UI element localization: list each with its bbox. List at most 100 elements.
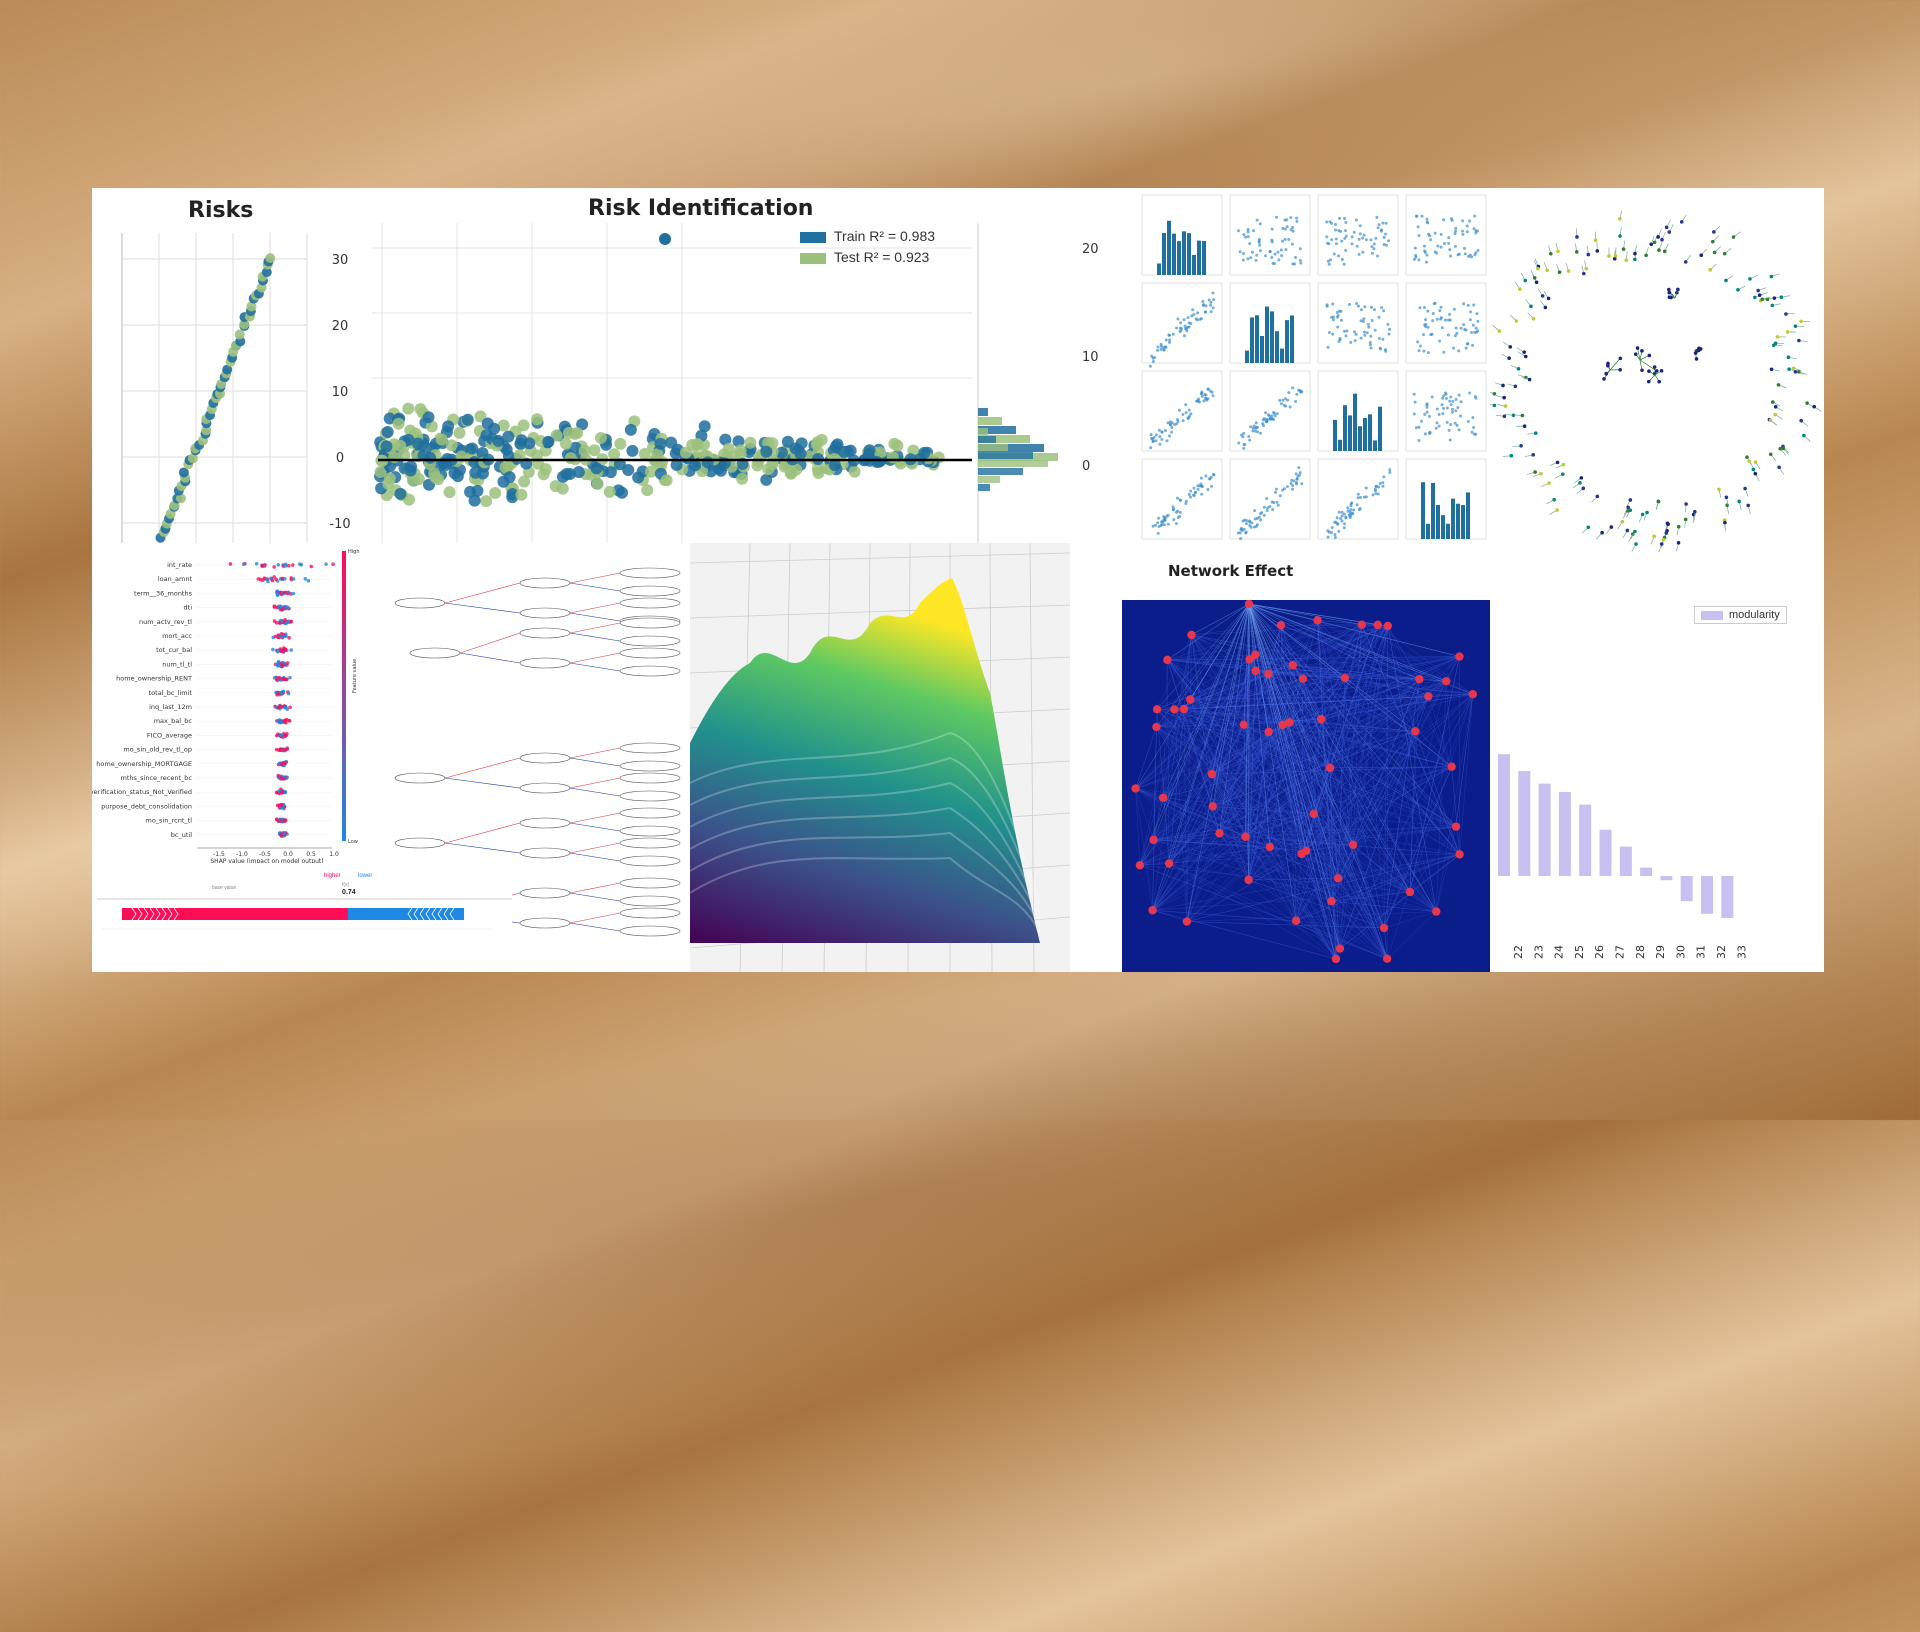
pair-point: [1163, 348, 1166, 351]
pair-point: [1360, 308, 1363, 311]
tree-node: [520, 658, 570, 668]
riskid-point: [608, 448, 620, 460]
pair-point: [1438, 309, 1441, 312]
circ-node: [1621, 520, 1625, 524]
pair-point: [1360, 319, 1363, 322]
circ-node: [1547, 481, 1551, 485]
pair-point: [1442, 407, 1445, 410]
pair-point: [1240, 527, 1243, 530]
pair-point: [1254, 430, 1257, 433]
pair-point: [1454, 227, 1457, 230]
pair-point: [1365, 487, 1368, 490]
pair-cell: [1230, 195, 1310, 275]
pair-point: [1357, 305, 1360, 308]
tree-leaf: [620, 568, 680, 578]
shap-summary-plot: int_rateloan_amntterm__36_monthsdtinum_a…: [92, 543, 360, 863]
pair-point: [1210, 485, 1213, 488]
pair-hist-bar: [1431, 483, 1435, 539]
circ-node: [1640, 349, 1644, 353]
shap-point: [282, 819, 286, 823]
pair-point: [1334, 229, 1337, 232]
shap-point: [281, 777, 285, 781]
shap-cbar-label: Feature value: [352, 659, 358, 693]
pair-hist-bar: [1333, 420, 1337, 451]
shap-point: [279, 692, 283, 696]
riskid-point: [760, 474, 772, 486]
circ-node: [1633, 252, 1637, 256]
dense-node: [1380, 924, 1388, 932]
tree-edge: [570, 613, 620, 621]
shap-point: [280, 762, 284, 766]
shap-point: [272, 565, 276, 569]
tree-node: [520, 848, 570, 858]
dense-network: [1122, 600, 1490, 972]
pair-point: [1242, 252, 1245, 255]
circ-node: [1649, 242, 1653, 246]
tree-leaf: [620, 598, 680, 608]
pair-point: [1475, 312, 1478, 315]
tree-leaf: [620, 666, 680, 676]
pair-point: [1160, 431, 1163, 434]
pair-point: [1422, 350, 1425, 353]
circ-node: [1723, 252, 1727, 256]
pair-point: [1474, 433, 1477, 436]
shap-point: [242, 562, 246, 566]
force-lower: lower: [358, 873, 372, 879]
shap-xtick: -1.0: [236, 851, 248, 858]
pair-point: [1377, 226, 1380, 229]
pair-point: [1373, 308, 1376, 311]
shap-point: [307, 579, 311, 583]
riskid-point: [502, 460, 514, 472]
circ-node: [1626, 529, 1630, 533]
pair-point: [1467, 304, 1470, 307]
circ-node: [1618, 234, 1622, 238]
pair-point: [1327, 536, 1330, 539]
pair-point: [1449, 439, 1452, 442]
pair-hist-bar: [1265, 307, 1269, 363]
circ-node: [1640, 368, 1644, 372]
circ-node: [1747, 459, 1751, 463]
circ-node: [1773, 296, 1777, 300]
modularity-bar: [1498, 754, 1510, 876]
pair-point: [1343, 513, 1346, 516]
circ-node: [1677, 541, 1681, 545]
riskid-ytick: 10: [1082, 350, 1099, 365]
shap-feature-label: home_ownership_MORTGAGE: [96, 760, 192, 768]
circ-node: [1614, 254, 1618, 258]
pair-point: [1299, 471, 1302, 474]
circ-node: [1782, 447, 1786, 451]
pair-point: [1425, 218, 1428, 221]
circ-node: [1634, 352, 1638, 356]
pair-point: [1339, 338, 1342, 341]
circ-node: [1776, 335, 1780, 339]
modularity-xtick: 28: [1634, 945, 1647, 959]
riskid-point: [436, 433, 448, 445]
pair-point: [1245, 519, 1248, 522]
tree-leaf: [620, 878, 680, 888]
pair-point: [1336, 522, 1339, 525]
shap-feature-label: mths_since_recent_bc: [121, 774, 193, 782]
pair-point: [1472, 304, 1475, 307]
pair-point: [1183, 318, 1186, 321]
pair-point: [1173, 423, 1176, 426]
pair-point: [1299, 262, 1302, 265]
surface-3d-plot: [690, 543, 1070, 972]
pair-point: [1167, 523, 1170, 526]
pair-point: [1266, 509, 1269, 512]
shap-point: [285, 621, 289, 625]
pair-point: [1379, 348, 1382, 351]
pair-point: [1168, 435, 1171, 438]
pair-point: [1471, 344, 1474, 347]
pair-point: [1163, 523, 1166, 526]
circ-node: [1544, 306, 1548, 310]
pair-point: [1325, 220, 1328, 223]
circular-network: [1490, 190, 1824, 585]
circ-node: [1545, 268, 1549, 272]
pair-point: [1356, 503, 1359, 506]
circ-node: [1586, 525, 1590, 529]
pair-point: [1476, 249, 1479, 252]
pair-point: [1287, 238, 1290, 241]
pair-point: [1212, 298, 1215, 301]
pair-point: [1258, 241, 1261, 244]
pair-point: [1205, 397, 1208, 400]
